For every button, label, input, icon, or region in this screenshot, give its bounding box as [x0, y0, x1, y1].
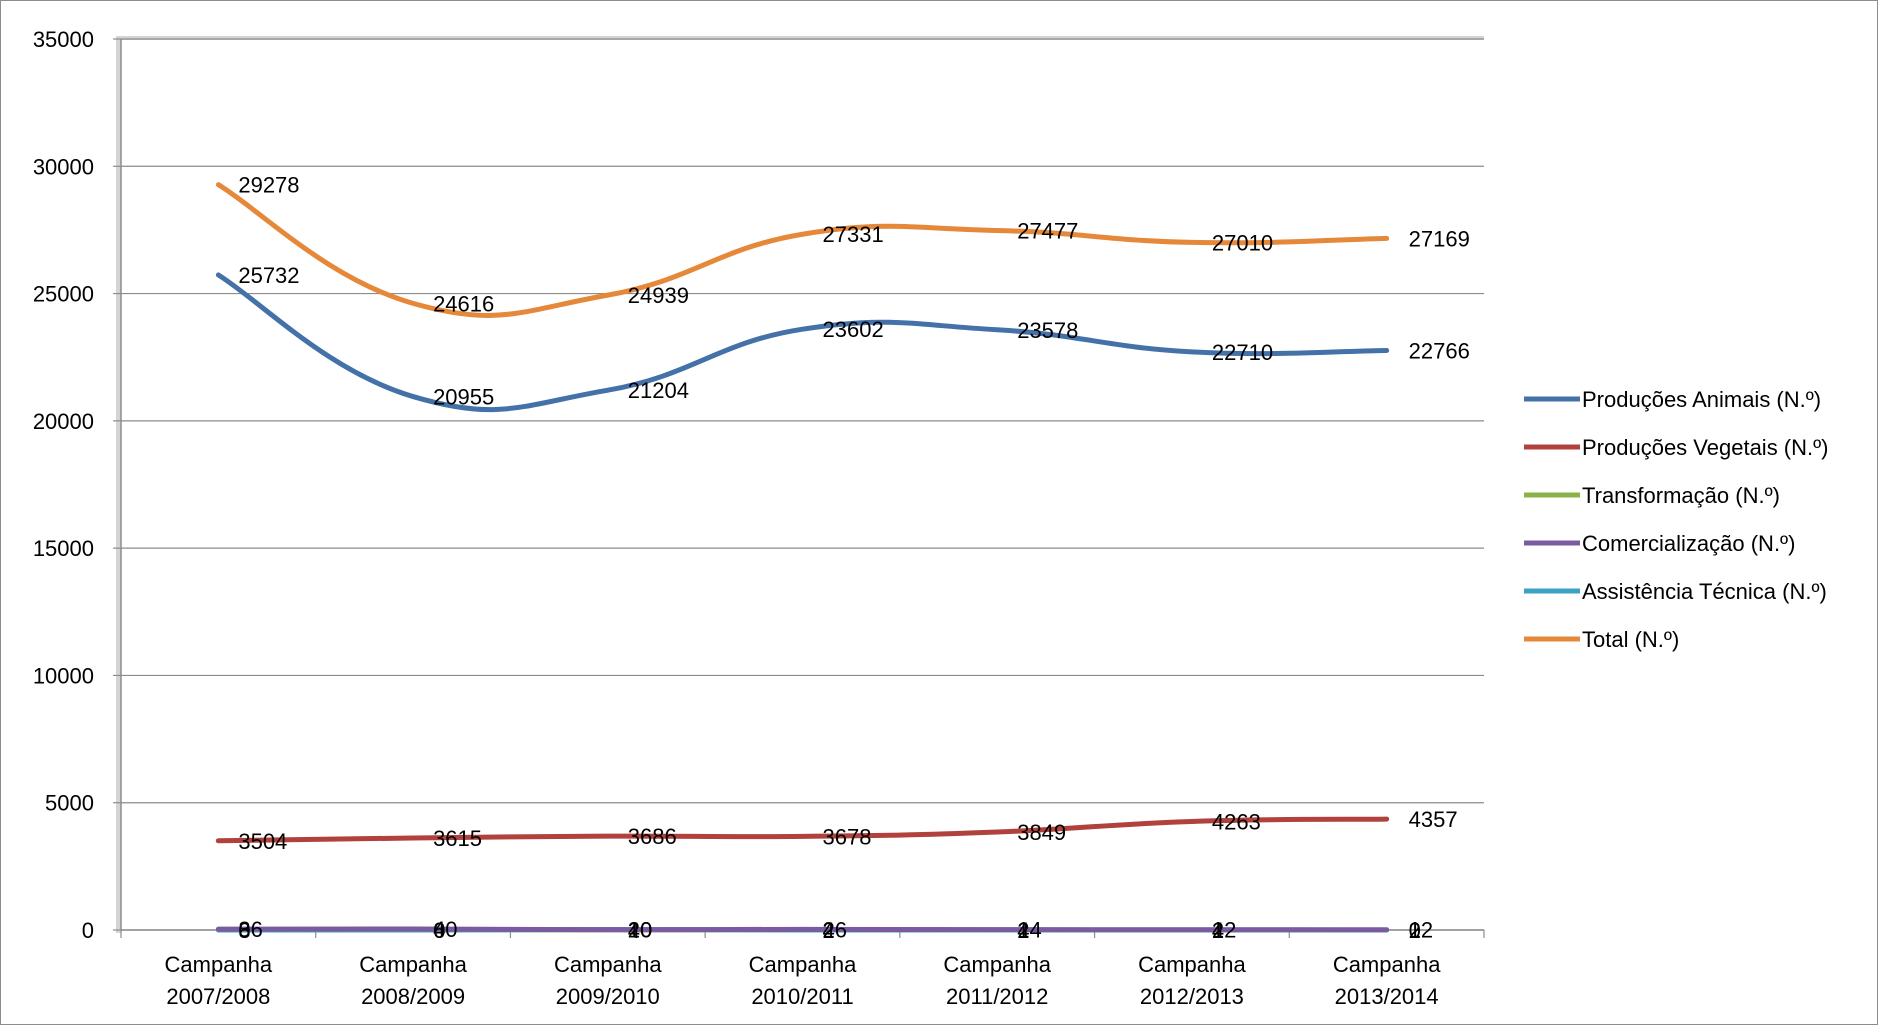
y-tick-label: 15000	[33, 536, 94, 561]
y-tick-label: 30000	[33, 154, 94, 179]
data-label: 3504	[238, 829, 287, 854]
data-label: 0	[238, 918, 250, 943]
data-label: 4	[1212, 918, 1224, 943]
data-label: 27477	[1017, 219, 1078, 244]
data-label: 25732	[238, 263, 299, 288]
legend-entry: Total (N.º)	[1582, 627, 1679, 652]
data-label: 29278	[238, 173, 299, 198]
data-label: 23602	[823, 317, 884, 342]
data-label: 27010	[1212, 230, 1273, 255]
data-label-layer: 25732 20955 21204 23602 23578 22710 22766 3504 3…	[238, 173, 1469, 943]
y-tick-label: 0	[82, 918, 94, 943]
data-label: 23578	[1017, 318, 1078, 343]
data-label: 4263	[1212, 809, 1261, 834]
data-label: 21204	[628, 378, 689, 403]
legend-entry: Produções Animais (N.º)	[1582, 387, 1821, 412]
data-label: 4	[1017, 918, 1029, 943]
legend: Produções Animais (N.º) Produções Vegetai…	[1524, 387, 1829, 652]
data-label: 4357	[1409, 807, 1458, 832]
data-label: 2	[1409, 918, 1421, 943]
data-label: 0	[433, 918, 445, 943]
y-tick-label: 5000	[45, 791, 94, 816]
data-label: 24939	[628, 283, 689, 308]
y-tick-label: 25000	[33, 282, 94, 307]
y-tick-label: 35000	[33, 27, 94, 52]
data-label: 24616	[433, 291, 494, 316]
data-label: 20	[628, 917, 652, 942]
data-label: 3615	[433, 826, 482, 851]
data-label: 27331	[823, 222, 884, 247]
data-label: 3678	[823, 824, 872, 849]
data-label: 3849	[1017, 820, 1066, 845]
legend-entry: Comercialização (N.º)	[1582, 531, 1795, 556]
data-label: 3686	[628, 824, 677, 849]
legend-entry: Produções Vegetais (N.º)	[1582, 435, 1829, 460]
data-label: 20955	[433, 385, 494, 410]
data-label: 22766	[1409, 338, 1470, 363]
y-tick-label: 20000	[33, 409, 94, 434]
y-tick-label: 10000	[33, 663, 94, 688]
legend-entry: Transformação (N.º)	[1582, 483, 1780, 508]
data-label: 2	[823, 918, 835, 943]
data-label: 27169	[1409, 226, 1470, 251]
data-label: 22710	[1212, 340, 1273, 365]
legend-entry: Assistência Técnica (N.º)	[1582, 579, 1827, 604]
grid-layer	[116, 36, 1484, 933]
